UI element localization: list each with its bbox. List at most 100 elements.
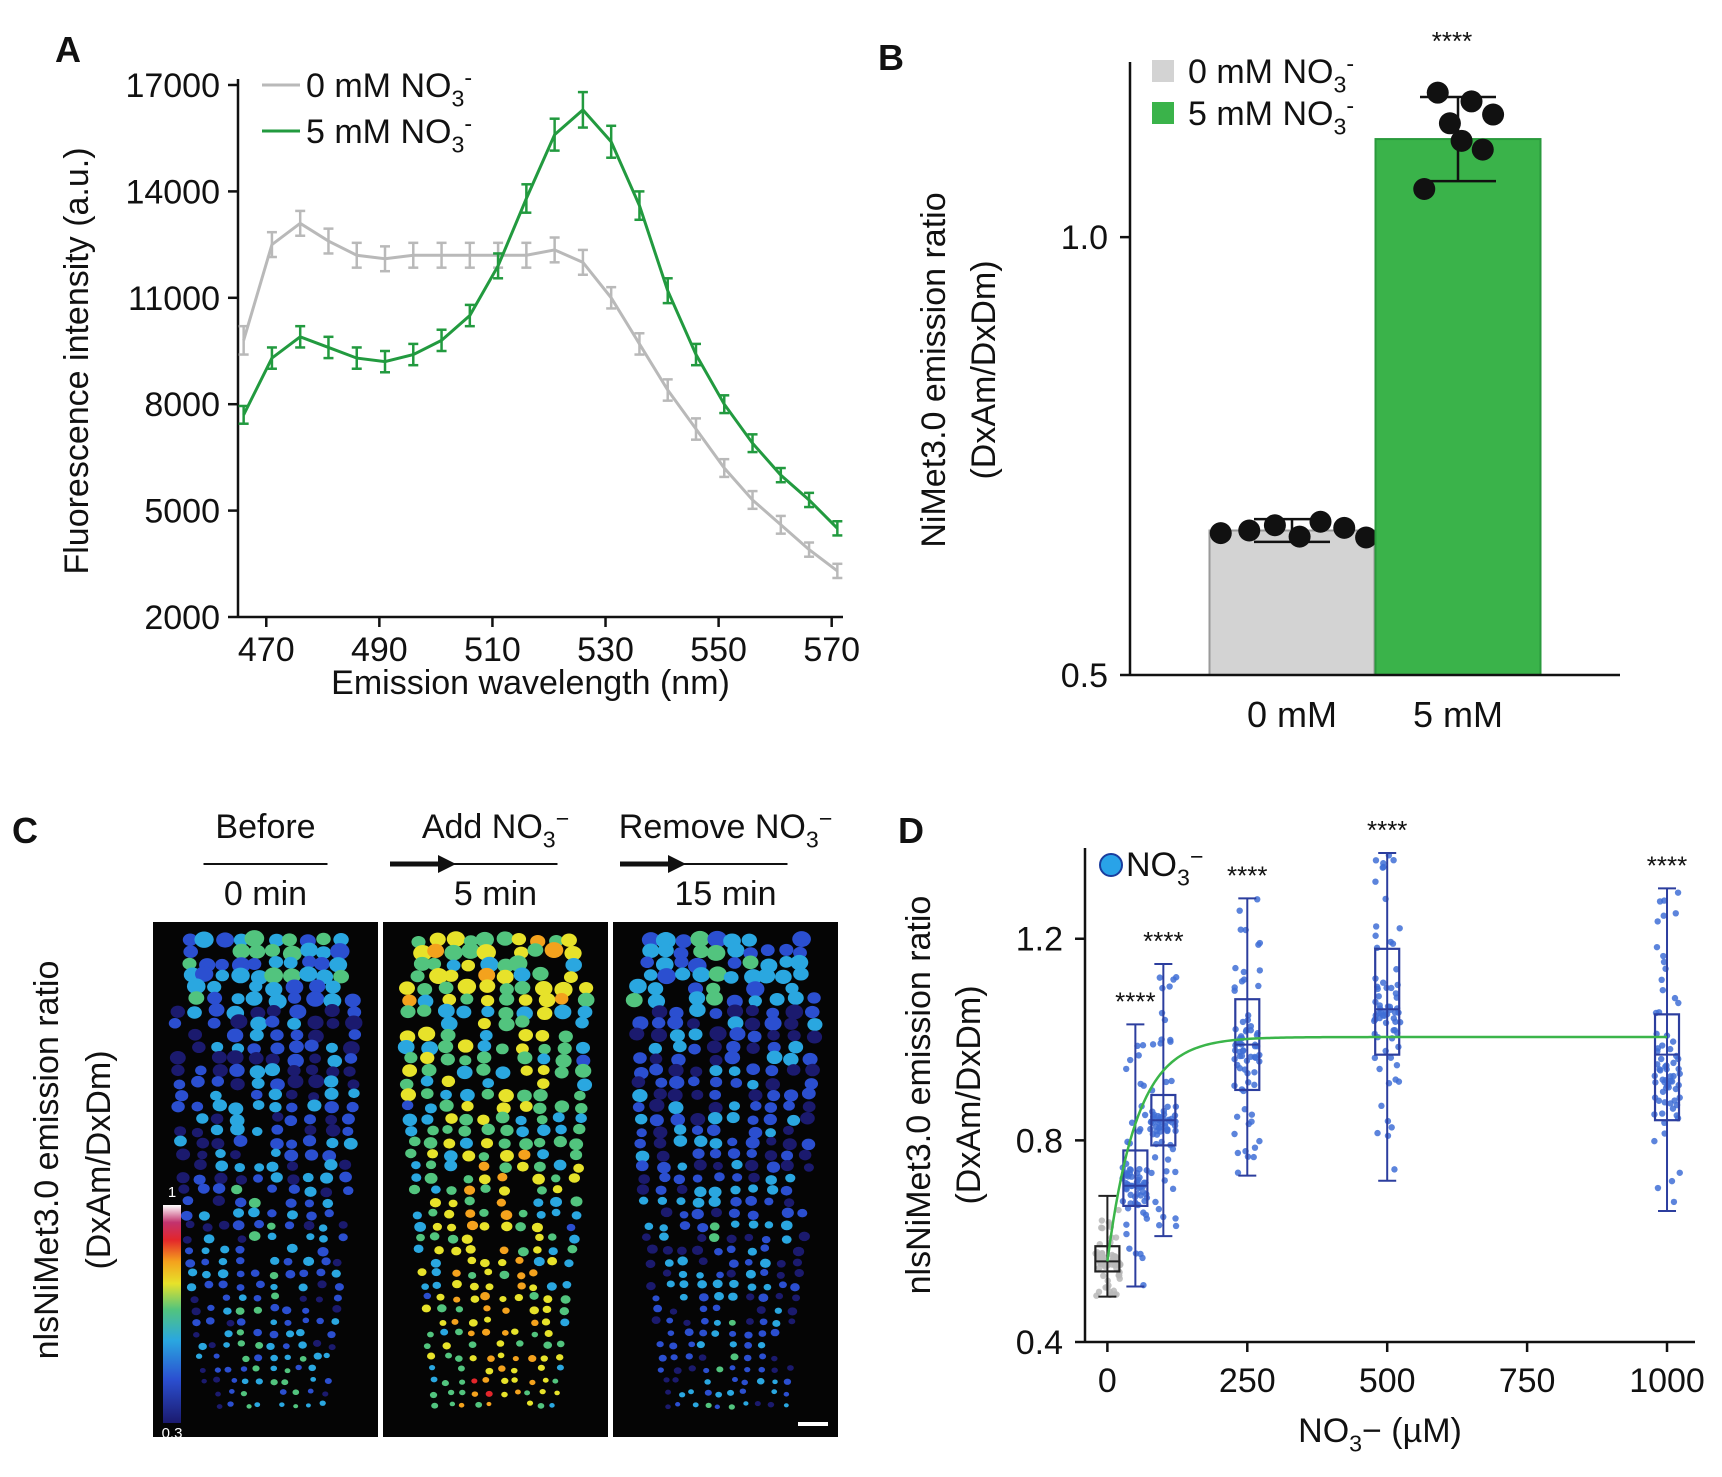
nucleus <box>431 1402 439 1409</box>
x-tick-label: 530 <box>577 631 634 669</box>
data-point <box>1172 1215 1179 1222</box>
nucleus <box>270 1303 280 1312</box>
nucleus <box>421 1063 437 1077</box>
nucleus <box>193 1174 206 1185</box>
data-point <box>1238 978 1246 985</box>
nucleus <box>486 1401 492 1407</box>
nucleus <box>727 957 742 969</box>
nucleus <box>420 1051 435 1065</box>
nucleus <box>306 991 325 1007</box>
nucleus <box>320 1187 333 1198</box>
nucleus <box>226 1028 244 1043</box>
nucleus <box>536 1006 553 1020</box>
nucleus <box>236 1329 245 1336</box>
nucleus <box>211 1050 227 1064</box>
nucleus <box>284 1115 298 1127</box>
nucleus <box>281 933 297 947</box>
nucleus <box>270 1138 284 1150</box>
y-tick-label: 5000 <box>144 493 220 531</box>
nucleus <box>270 1379 278 1386</box>
nucleus <box>743 1354 752 1362</box>
nucleus <box>207 991 223 1005</box>
nucleus <box>692 1402 699 1408</box>
data-point <box>1139 1042 1147 1049</box>
nucleus <box>517 1051 533 1065</box>
nucleus <box>709 1089 722 1100</box>
nucleus <box>482 1078 495 1089</box>
data-point <box>1239 1018 1247 1026</box>
nucleus <box>756 1378 765 1385</box>
nucleus <box>284 1368 291 1374</box>
nucleus <box>518 1149 531 1160</box>
nucleus <box>787 991 804 1005</box>
data-point <box>1658 1055 1665 1063</box>
nucleus <box>461 1234 473 1244</box>
nucleus <box>746 1318 754 1325</box>
legend-label: 5 mM NO3- <box>1188 92 1354 139</box>
nucleus <box>465 1209 476 1218</box>
nucleus <box>569 1234 580 1244</box>
nucleus <box>279 1402 285 1407</box>
nucleus <box>194 1159 207 1170</box>
nucleus <box>469 1355 477 1362</box>
nucleus <box>670 1354 678 1361</box>
nucleus <box>726 1389 735 1396</box>
nucleus <box>458 1402 465 1408</box>
nucleus <box>497 1172 508 1182</box>
data-point <box>1164 1103 1171 1110</box>
nucleus <box>547 1233 557 1241</box>
nucleus <box>192 1041 206 1054</box>
nucleus <box>421 1041 439 1056</box>
data-point <box>1376 1065 1383 1073</box>
nucleus <box>730 1196 742 1207</box>
nucleus <box>267 1209 277 1218</box>
nucleus <box>271 1124 284 1135</box>
nucleus <box>286 1139 298 1149</box>
nucleus <box>332 1304 342 1313</box>
nucleus <box>730 1078 743 1088</box>
nucleus <box>347 1079 360 1090</box>
y-tick-label: 2000 <box>144 599 220 637</box>
nucleus <box>727 1016 744 1030</box>
nucleus <box>663 1377 670 1383</box>
nucleus <box>484 1268 493 1276</box>
nucleus <box>411 1173 422 1182</box>
data-point <box>1156 974 1164 981</box>
nucleus <box>669 1308 678 1315</box>
x-tick-label: 5 mM <box>1413 694 1503 735</box>
nucleus <box>798 1149 812 1161</box>
nucleus <box>741 933 757 947</box>
nucleus <box>766 1007 780 1019</box>
nucleus <box>451 1246 462 1256</box>
step-time: 5 min <box>454 875 537 913</box>
bar <box>1208 529 1376 676</box>
nucleus <box>633 1052 647 1064</box>
nucleus <box>499 992 515 1006</box>
data-point <box>1672 910 1679 917</box>
nucleus <box>197 1183 210 1194</box>
nucleus <box>765 1078 781 1091</box>
nucleus <box>216 1404 223 1409</box>
nucleus <box>797 1208 808 1218</box>
data-point <box>1393 966 1400 973</box>
nucleus <box>413 956 431 971</box>
y-axis-label-units: (DxAm/DxDm) <box>80 1050 118 1269</box>
nucleus <box>315 1296 323 1303</box>
nucleus <box>211 1138 225 1150</box>
nucleus <box>803 1163 814 1172</box>
nucleus <box>533 1089 548 1102</box>
nucleus <box>285 979 304 995</box>
nucleus <box>421 1304 432 1313</box>
nucleus <box>496 1102 511 1115</box>
nucleus <box>223 1307 232 1315</box>
nucleus <box>429 1198 441 1208</box>
nucleus <box>308 1029 324 1043</box>
nucleus <box>744 1367 751 1373</box>
nucleus <box>653 1126 668 1139</box>
data-point <box>1355 526 1378 549</box>
nucleus <box>231 967 250 984</box>
nucleus <box>714 1404 720 1410</box>
nucleus <box>499 1246 509 1255</box>
nucleus <box>427 1331 434 1338</box>
nucleus <box>478 1161 490 1171</box>
